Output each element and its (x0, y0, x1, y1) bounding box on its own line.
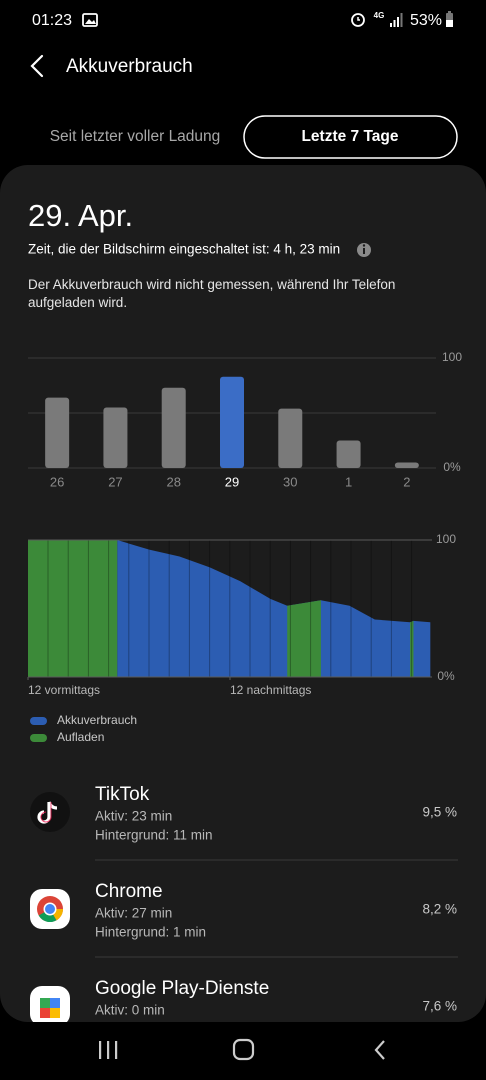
chrome-green (38, 909, 57, 923)
bar[interactable] (161, 387, 186, 468)
nav-recent[interactable] (99, 1041, 118, 1059)
y-tick-label: 0% (443, 460, 461, 474)
x-tick-label: 12 vormittags (28, 683, 100, 697)
info-icon[interactable] (357, 243, 371, 257)
app-name[interactable]: Google Play-Dienste (95, 978, 269, 999)
app-active: Aktiv: 23 min (95, 809, 172, 824)
y-tick-label: 0% (437, 669, 455, 683)
battery-percent: 53% (410, 12, 442, 29)
bar[interactable] (103, 407, 128, 469)
chrome-dot (45, 904, 55, 914)
app-icon-glyph (37, 801, 58, 824)
y-tick-label: 100 (442, 350, 462, 364)
app-active: Aktiv: 27 min (95, 906, 172, 921)
legend-label: Aufladen (57, 730, 104, 744)
app-name[interactable]: TikTok (95, 784, 150, 805)
bar[interactable] (278, 408, 303, 468)
x-tick-label: 30 (283, 474, 297, 489)
x-tick-label: 2 (403, 474, 410, 489)
bar[interactable] (45, 397, 70, 468)
legend-swatch (30, 734, 47, 742)
tab[interactable]: Seit letzter voller Ladung (50, 128, 221, 145)
legend-label: Akkuverbrauch (57, 713, 137, 727)
nav-back[interactable] (374, 1040, 385, 1060)
gallery-icon (82, 13, 98, 27)
signal-icon (390, 13, 403, 27)
screen-time: Zeit, die der Bildschirm eingeschaltet i… (28, 242, 340, 257)
y-tick-label: 100 (436, 532, 456, 546)
x-tick-label: 29 (225, 474, 239, 489)
tab-selected-outline[interactable] (243, 115, 458, 159)
x-tick-label: 1 (345, 474, 352, 489)
app-share: 7,6 % (422, 999, 457, 1014)
bar[interactable] (220, 376, 244, 468)
nav-home[interactable] (232, 1038, 255, 1061)
note: Der Akkuverbrauch wird nicht gemessen, w… (28, 277, 396, 310)
app-background: Hintergrund: 1 min (95, 925, 206, 940)
back-button[interactable] (30, 54, 44, 78)
x-tick-label: 28 (166, 474, 180, 489)
app-background: Hintergrund: 11 min (95, 828, 213, 843)
date: 29. Apr. (28, 198, 133, 233)
tab-selected[interactable]: Letzte 7 Tage (301, 128, 398, 145)
x-tick-label: 27 (108, 474, 122, 489)
bar[interactable] (394, 462, 419, 469)
app-share: 8,2 % (422, 902, 457, 917)
app-name[interactable]: Chrome (95, 881, 163, 902)
app-icon-glyph-accent (40, 802, 52, 823)
area (28, 540, 414, 677)
app-share: 9,5 % (422, 805, 457, 820)
clock: 01:23 (32, 12, 72, 29)
puzzle-yellow (50, 1008, 60, 1018)
puzzle-red (40, 1008, 50, 1018)
bar[interactable] (336, 440, 361, 469)
page-title: Akkuverbrauch (66, 56, 193, 77)
network-type: 4G (374, 11, 385, 20)
app-active: Aktiv: 0 min (95, 1003, 165, 1018)
x-tick-label: 12 nachmittags (230, 683, 311, 697)
puzzle-green (40, 998, 50, 1008)
alarm-icon (351, 13, 365, 27)
battery-icon (446, 11, 453, 27)
app-list: TikTok Aktiv: 23 min Hintergrund: 11 min 9,… (30, 784, 458, 1022)
legend-swatch (30, 717, 47, 725)
x-tick-label: 26 (50, 474, 64, 489)
note-box: Der Akkuverbrauch wird nicht gemessen, w… (28, 277, 396, 310)
area (117, 540, 431, 677)
puzzle-blue (50, 998, 60, 1008)
